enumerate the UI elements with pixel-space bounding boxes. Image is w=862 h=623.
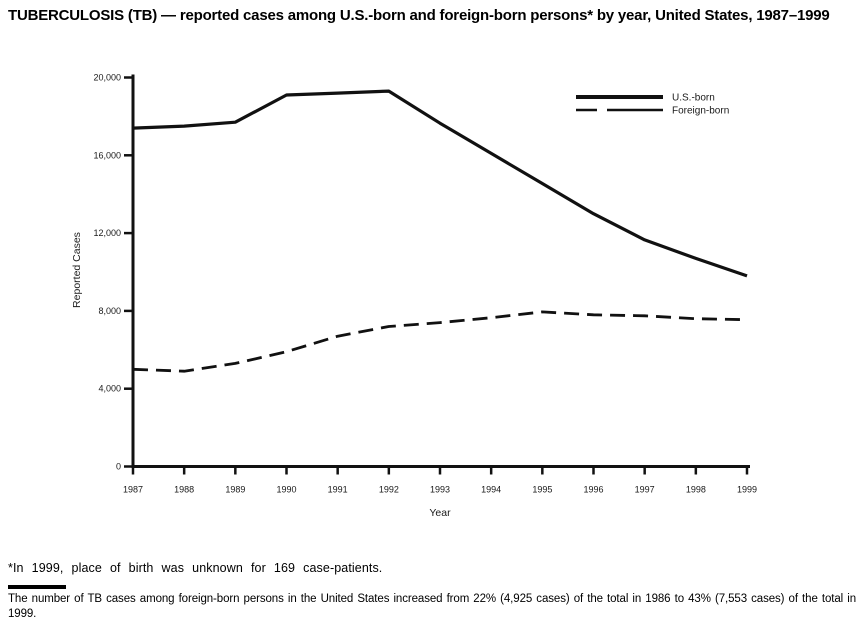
- tb-cases-line-chart: 0 4,000 8,000 12,000 16,000 20,000 1987 1988 198…: [71, 73, 757, 520]
- x-tick-label: 1999: [737, 485, 757, 495]
- x-tick-label: 1996: [583, 485, 603, 495]
- x-tick-label: 1988: [174, 485, 194, 495]
- y-tick-label: 0: [116, 462, 121, 472]
- series-line-foreign-born: [132, 310, 748, 373]
- x-tick-label: 1998: [686, 485, 706, 495]
- series-line-u-s-born: [132, 89, 748, 278]
- x-axis-title: Year: [429, 507, 451, 519]
- x-tick-label: 1990: [276, 485, 296, 495]
- y-tick-label: 12,000: [93, 228, 121, 238]
- caption-text: The number of TB cases among foreign-bor…: [8, 593, 856, 621]
- x-tick-label: 1995: [532, 485, 552, 495]
- y-axis-title: Reported Cases: [71, 232, 83, 308]
- footer-divider-bar: [8, 585, 66, 589]
- x-tick-label: 1997: [635, 485, 655, 495]
- x-tick-label: 1989: [225, 485, 245, 495]
- axes: 0 4,000 8,000 12,000 16,000 20,000 1987 1988 198…: [93, 73, 757, 495]
- y-tick-label: 20,000: [93, 73, 121, 83]
- y-tick-label: 4,000: [98, 384, 121, 394]
- legend-label-us-born: U.S.-born: [672, 93, 715, 104]
- legend: U.S.-born Foreign-born: [576, 93, 729, 117]
- figure-title: TUBERCULOSIS (TB) — reported cases among…: [8, 7, 830, 24]
- x-tick-label: 1991: [328, 485, 348, 495]
- y-tick-label: 8,000: [98, 306, 121, 316]
- x-tick-label: 1994: [481, 485, 501, 495]
- x-tick-label: 1993: [430, 485, 450, 495]
- footnote-place-of-birth: *In 1999, place of birth was unknown for…: [8, 561, 383, 575]
- data-series: [132, 89, 748, 373]
- legend-label-foreign-born: Foreign-born: [672, 106, 729, 117]
- x-tick-label: 1987: [123, 485, 143, 495]
- x-tick-label: 1992: [379, 485, 399, 495]
- y-tick-label: 16,000: [93, 150, 121, 160]
